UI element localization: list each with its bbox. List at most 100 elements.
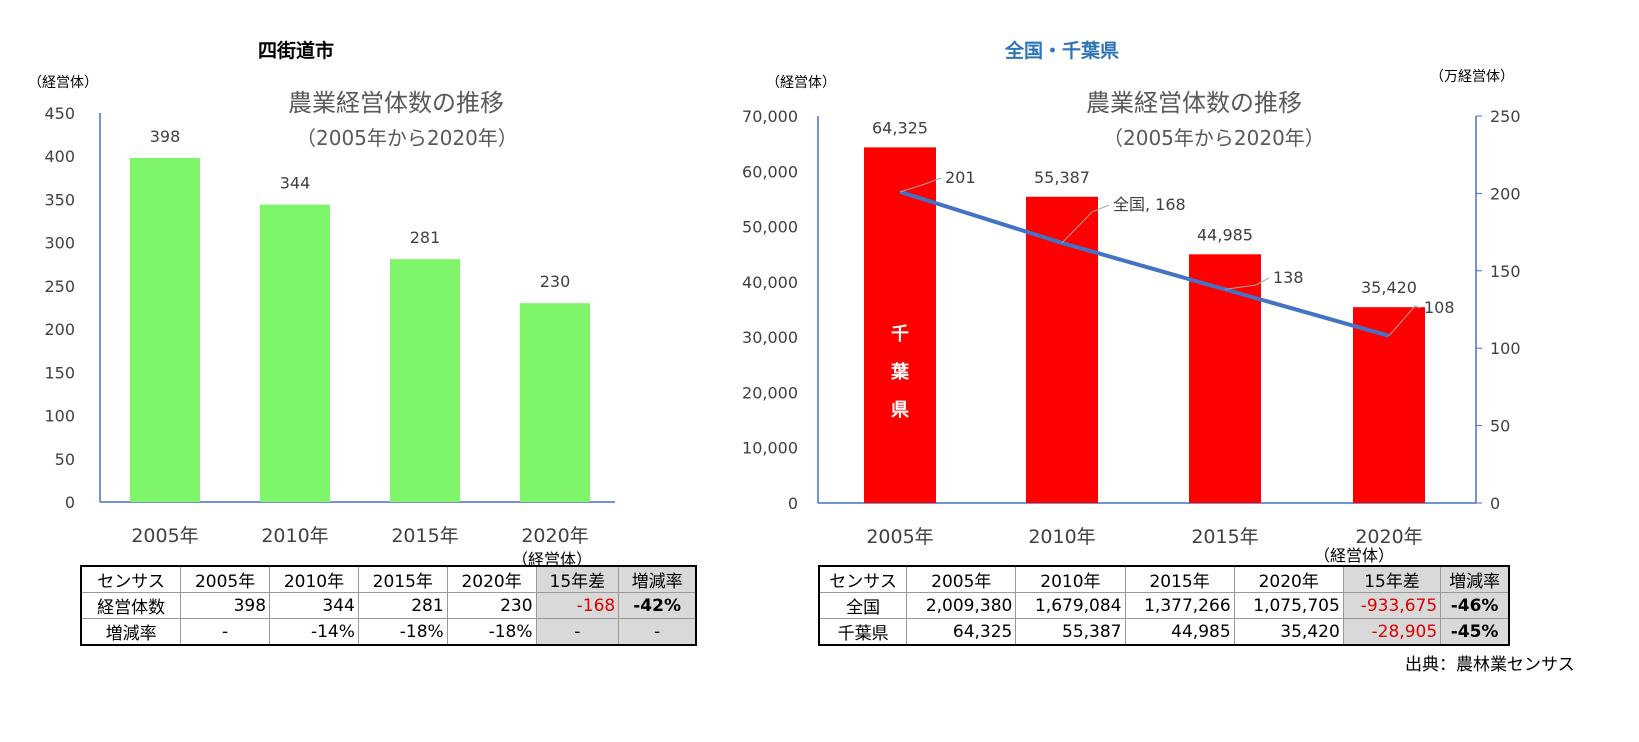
right-y2-tick: 200 [1490,184,1521,203]
table-row: 増減率 - -14% -18% -18% - - [80,618,697,646]
line-label-leader [899,177,942,193]
right-y-tick: 0 [788,494,798,513]
table-header-cell: 増減率 [1440,565,1510,593]
left-table-unit: （経営体） [512,550,593,569]
left-y-tick: 400 [44,147,75,166]
table-header-cell: 2020年 [446,565,537,593]
table-cell: -18% [357,618,448,646]
right-y-tick: 60,000 [742,162,798,181]
right-x-tick: 2015年 [1191,526,1258,548]
table-cell: -14% [269,618,359,646]
right-line-series [899,189,1390,338]
left-bar [130,157,200,502]
right-header: 全国・千葉県 [1005,40,1120,62]
right-x-tick: 2020年 [1355,526,1422,548]
left-bar [390,259,460,502]
table-cell: - [618,618,697,646]
table-cell: 281 [357,592,448,619]
right-line-data-label: 全国, 168 [1113,195,1186,214]
table-cell: -18% [446,618,537,646]
right-y-tick: 40,000 [742,273,798,292]
left-data-table: センサス 2005年 2010年 2015年 2020年 15年差 増減率 経営体数 398 34… [80,565,697,646]
line-label-leader [1388,305,1421,337]
right-data-table: センサス 2005年 2010年 2015年 2020年 15年差 増減率 全国 2,009,3… [818,565,1510,646]
right-x-tick: 2010年 [1028,526,1095,548]
table-cell: 経営体数 [80,592,182,619]
right-y2-tick: 250 [1490,107,1521,126]
table-header-cell: 2015年 [1124,565,1235,593]
right-bar-series-name-char: 千 [891,324,909,345]
left-data-label: 344 [280,174,311,193]
right-bar-series-name-char: 県 [891,400,909,421]
table-row: 全国 2,009,380 1,679,084 1,377,266 1,075,705 -9… [818,592,1510,619]
right-line-data-label: 138 [1273,268,1304,287]
left-y-tick: 450 [44,104,75,123]
right-chart-title: 農業経営体数の推移 [1086,89,1302,117]
left-bar [260,204,330,502]
right-y2-tick: 0 [1490,494,1500,513]
table-cell: 344 [269,592,359,619]
line-label-leader [1224,277,1270,290]
table-cell: 1,377,266 [1124,592,1235,619]
table-header-cell: 増減率 [618,565,697,593]
table-header-cell: 2020年 [1233,565,1344,593]
table-header-cell: 2005年 [906,565,1017,593]
table-cell: 64,325 [906,618,1017,646]
right-line-data-label: 108 [1424,298,1455,317]
table-header-row: センサス 2005年 2010年 2015年 2020年 15年差 増減率 [818,565,1510,593]
table-cell: 全国 [818,592,908,619]
left-y-tick: 350 [44,190,75,209]
left-header: 四街道市 [258,40,335,62]
line-label-leader [1061,204,1110,244]
left-y-tick: 200 [44,320,75,339]
left-bar [520,303,590,502]
right-bar-data-label: 44,985 [1197,225,1253,244]
right-y2-tick: 150 [1490,262,1521,281]
table-cell: -45% [1440,618,1510,646]
left-x-tick: 2005年 [131,525,198,547]
right-bar [1353,307,1425,503]
left-y-tick: 250 [44,277,75,296]
left-data-label: 281 [410,228,441,247]
right-y2-tick: 100 [1490,339,1521,358]
right-bar-data-label: 55,387 [1034,168,1090,187]
table-cell: - [180,618,271,646]
table-row: 千葉県 64,325 55,387 44,985 35,420 -28,905 -45% [818,618,1510,646]
right-line-data-label: 201 [945,168,976,187]
right-bar-series-name-char: 葉 [890,362,910,383]
table-header-cell: センサス [818,565,908,593]
left-y-tick: 50 [55,450,75,469]
table-header-row: センサス 2005年 2010年 2015年 2020年 15年差 増減率 [80,565,697,593]
table-row: 経営体数 398 344 281 230 -168 -42% [80,592,697,619]
right-x-tick: 2005年 [866,526,933,548]
left-y-tick: 0 [65,493,75,512]
table-cell: -42% [618,592,697,619]
table-header-cell: センサス [80,565,182,593]
table-cell: 千葉県 [818,618,908,646]
table-header-cell: 15年差 [1342,565,1442,593]
left-y-tick: 150 [44,363,75,382]
table-cell: - [535,618,620,646]
table-header-cell: 2010年 [1015,565,1126,593]
table-header-cell: 2005年 [180,565,271,593]
table-cell: -28,905 [1342,618,1442,646]
left-data-label: 230 [540,272,571,291]
table-cell: 1,679,084 [1015,592,1126,619]
table-cell: 398 [180,592,271,619]
left-data-label: 398 [150,127,181,146]
left-chart-subtitle: （2005年から2020年） [296,126,518,150]
right-y-tick: 20,000 [742,383,798,402]
right-table-unit: （経営体） [1314,546,1395,565]
table-cell: -46% [1440,592,1510,619]
table-header-cell: 2015年 [357,565,448,593]
right-bar [864,147,936,504]
left-y-axis-label: （経営体） [28,75,98,91]
right-y2-axis-label: （万経営体） [1430,69,1514,85]
left-y-tick: 300 [44,234,75,253]
table-cell: 44,985 [1124,618,1235,646]
right-bar-data-label: 35,420 [1361,278,1417,297]
table-cell: 増減率 [80,618,182,646]
left-y-tick: 100 [44,407,75,426]
